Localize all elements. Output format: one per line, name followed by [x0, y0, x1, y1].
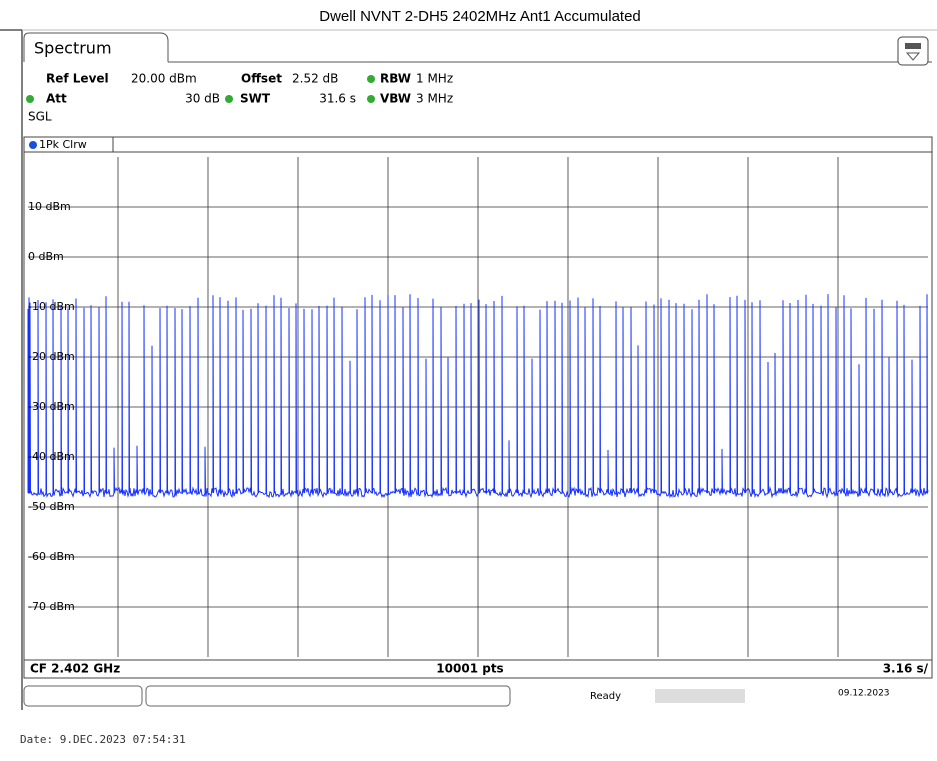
tab-label: Spectrum [34, 39, 112, 58]
trace [27, 294, 929, 499]
trace-indicator [29, 141, 37, 149]
menu-icon [905, 43, 921, 49]
menu-icon [905, 52, 921, 61]
indicator [225, 95, 233, 103]
progress [655, 689, 745, 703]
setting-label: Ref Level [46, 72, 109, 86]
mode: SGL [28, 110, 52, 124]
setting-value: 31.6 s [319, 92, 356, 106]
y-label: -20 dBm [28, 350, 75, 363]
y-label: -10 dBm [28, 300, 75, 313]
indicator [26, 95, 34, 103]
menu-button[interactable] [897, 36, 929, 66]
y-label: -60 dBm [28, 550, 75, 563]
setting-value: 2.52 dB [292, 72, 338, 86]
y-label: -50 dBm [28, 500, 75, 513]
setting-value: 30 dB [185, 92, 220, 106]
sweep-time: 3.16 s/ [883, 662, 929, 676]
setting-label: VBW [380, 92, 411, 106]
center-freq: CF 2.402 GHz [30, 662, 120, 676]
status-field[interactable] [145, 685, 511, 707]
tab[interactable] [23, 32, 169, 62]
y-label: -70 dBm [28, 600, 75, 613]
y-label: 0 dBm [28, 250, 64, 263]
y-label: -40 dBm [28, 450, 75, 463]
timestamp: Date: 9.DEC.2023 07:54:31 [20, 733, 186, 746]
y-label: -30 dBm [28, 400, 75, 413]
setting-value: 20.00 dBm [131, 72, 197, 86]
indicator [367, 95, 375, 103]
title: Dwell NVNT 2-DH5 2402MHz Ant1 Accumulate… [319, 8, 641, 25]
setting-value: 1 MHz [416, 72, 453, 86]
trace-label: 1Pk Clrw [39, 138, 87, 151]
setting-label: Att [46, 92, 67, 106]
y-label: 10 dBm [28, 200, 71, 213]
setting-label: RBW [380, 72, 411, 86]
points: 10001 pts [436, 662, 503, 676]
indicator [367, 75, 375, 83]
status-field[interactable] [23, 685, 143, 707]
setting-value: 3 MHz [416, 92, 453, 106]
status-date: 09.12.2023 [838, 689, 890, 699]
status-state: Ready [590, 691, 621, 702]
setting-label: Offset [241, 72, 282, 86]
setting-label: SWT [240, 92, 271, 106]
